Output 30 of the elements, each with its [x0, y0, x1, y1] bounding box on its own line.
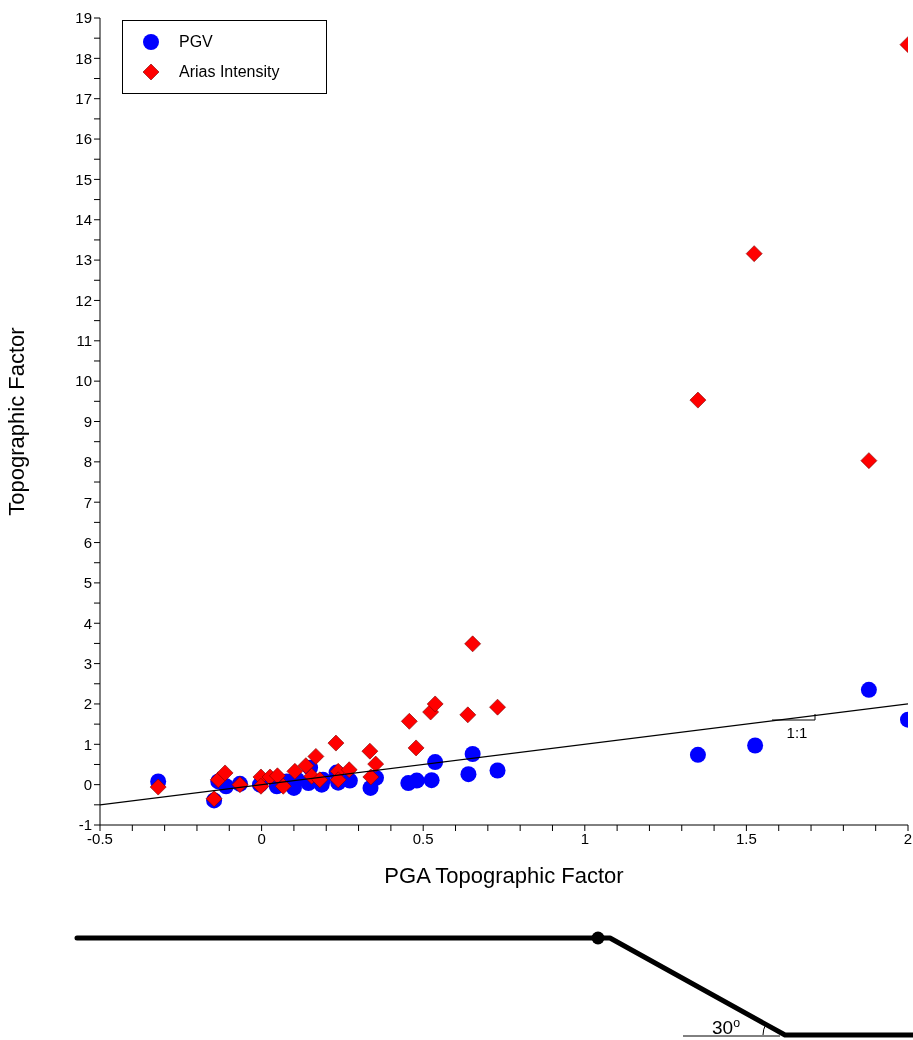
annotation: 1:1: [786, 724, 808, 741]
x-tick-label: 0.5: [412, 829, 434, 847]
y-tick-label: 1: [83, 735, 92, 753]
y-tick-label: 3: [83, 654, 92, 672]
y-tick-label: 2: [83, 695, 92, 713]
y-tick-label: 11: [76, 332, 92, 350]
legend-label: Arias Intensity: [179, 62, 280, 82]
y-tick-label: 4: [83, 614, 92, 632]
y-tick-label: 9: [83, 412, 92, 430]
x-tick-label: 1.5: [735, 829, 757, 847]
y-tick-label: 16: [75, 130, 92, 148]
y-tick-label: 18: [75, 49, 92, 67]
y-tick-label: 17: [75, 90, 92, 108]
x-tick-label: 0: [257, 829, 266, 847]
y-tick-label: 15: [75, 170, 92, 188]
legend-label: PGV: [179, 32, 213, 52]
y-tick-label: 6: [83, 533, 92, 551]
y-tick-label: 13: [75, 251, 92, 269]
x-axis-title: PGA Topographic Factor: [384, 863, 624, 888]
y-tick-label: 14: [75, 211, 92, 229]
y-tick-label: 7: [83, 493, 92, 511]
y-tick-label: 12: [75, 291, 92, 309]
y-tick-label: 0: [83, 775, 92, 793]
y-tick-label: 10: [75, 372, 92, 390]
x-tick-label: 2: [903, 829, 913, 847]
x-tick-label: 1: [580, 829, 589, 847]
y-axis-title: Topographic Factor: [3, 327, 29, 516]
y-tick-label: 19: [75, 9, 92, 27]
y-tick-label: 5: [83, 574, 92, 592]
y-tick-label: 8: [83, 453, 92, 471]
